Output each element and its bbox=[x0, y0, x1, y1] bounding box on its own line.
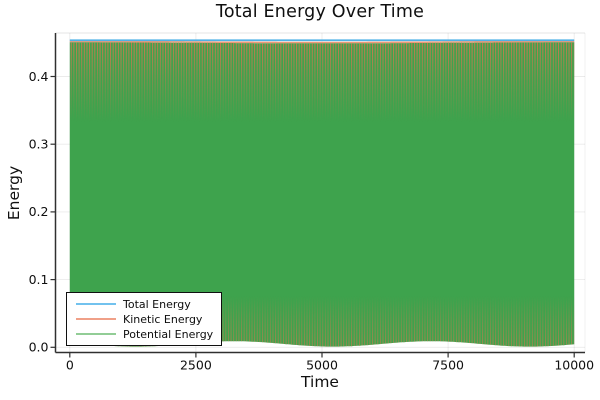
potential-energy-line-swatch-icon bbox=[76, 333, 116, 335]
y-axis-label: Energy bbox=[5, 165, 23, 221]
kinetic-energy-line-swatch-icon bbox=[76, 318, 116, 320]
legend-entry-total-energy: Total Energy bbox=[76, 297, 215, 312]
kinetic-energy-peaks-line bbox=[69, 40, 575, 44]
x-tick-label: 10000 bbox=[554, 358, 594, 373]
legend-entry-kinetic-energy: Kinetic Energy bbox=[76, 312, 215, 327]
total-energy-line-swatch-icon bbox=[76, 303, 116, 305]
legend-entry-potential-energy: Potential Energy bbox=[76, 327, 215, 342]
legend: Total Energy Kinetic Energy Potential En… bbox=[66, 292, 222, 346]
legend-label: Total Energy bbox=[123, 297, 191, 311]
kinetic-energy-series bbox=[69, 42, 575, 347]
x-tick-label: 2500 bbox=[180, 358, 212, 373]
y-tick-label: 0.4 bbox=[29, 69, 49, 84]
x-axis-label: Time bbox=[301, 373, 339, 391]
legend-label: Kinetic Energy bbox=[123, 312, 203, 326]
y-tick-label: 0.2 bbox=[29, 204, 49, 219]
legend-label: Potential Energy bbox=[123, 327, 214, 341]
y-tick-label: 0.1 bbox=[29, 272, 49, 287]
y-tick-label: 0.0 bbox=[29, 340, 49, 355]
x-tick-label: 0 bbox=[66, 358, 74, 373]
x-tick-label: 5000 bbox=[306, 358, 338, 373]
x-tick-label: 7500 bbox=[432, 358, 464, 373]
y-tick-label: 0.3 bbox=[29, 137, 49, 152]
chart-title: Total Energy Over Time bbox=[215, 2, 425, 22]
